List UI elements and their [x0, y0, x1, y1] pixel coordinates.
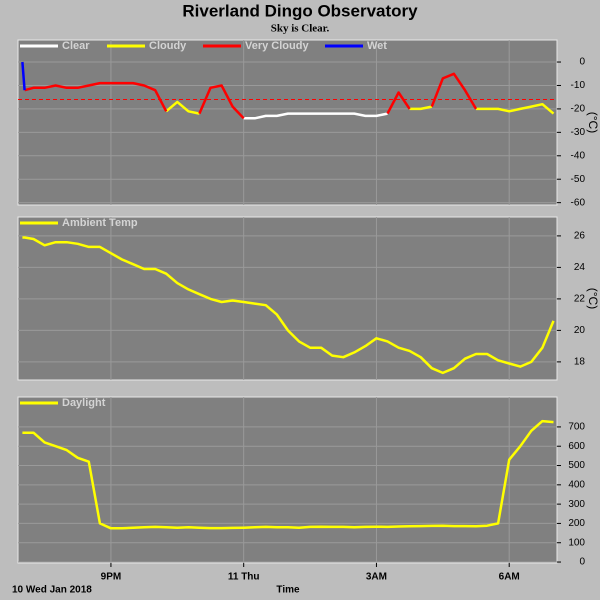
y-tick-label: -50: [571, 174, 586, 185]
plot-area: [17, 396, 558, 564]
y-tick-label: 300: [568, 499, 585, 510]
y-tick-label: -40: [571, 150, 586, 161]
y-tick-label: 200: [568, 518, 585, 529]
y-tick-label: -30: [571, 127, 586, 138]
data-line: [22, 236, 555, 375]
y-axis-label: (°C): [586, 288, 600, 309]
y-tick-label: 0: [579, 57, 585, 68]
x-tick-label: 11 Thu: [228, 572, 260, 583]
x-tick-label: 6AM: [499, 572, 520, 583]
chart-subtitle: Sky is Clear.: [271, 23, 330, 35]
y-axis-label: (°C): [586, 112, 600, 133]
y-tick-label: 400: [568, 479, 585, 490]
y-tick-label: -20: [571, 104, 586, 115]
data-line: [22, 419, 554, 530]
x-tick-label: 3AM: [366, 572, 387, 583]
legend-label: Cloudy: [149, 40, 187, 52]
legend-label: Daylight: [62, 397, 106, 409]
y-tick-label: 0: [579, 557, 585, 568]
y-tick-label: -60: [571, 197, 586, 208]
y-tick-label: -10: [571, 80, 586, 91]
data-line: [165, 100, 555, 115]
y-tick-label: 700: [568, 422, 585, 433]
x-axis-label: Time: [276, 585, 300, 596]
data-line: [243, 112, 388, 120]
y-tick-label: 600: [568, 441, 585, 452]
plot-area: [17, 39, 558, 206]
date-label: 10 Wed Jan 2018: [12, 585, 92, 596]
y-tick-label: 18: [574, 357, 586, 368]
y-tick-label: 22: [574, 294, 586, 305]
legend-label: Clear: [62, 40, 90, 52]
legend-label: Wet: [367, 40, 387, 52]
data-line: [24, 72, 478, 120]
y-tick-label: 26: [574, 231, 586, 242]
y-tick-label: 500: [568, 460, 585, 471]
y-tick-label: 100: [568, 537, 585, 548]
legend-label: Very Cloudy: [245, 40, 309, 52]
y-tick-label: 24: [574, 262, 586, 273]
data-line: [21, 61, 26, 91]
x-tick-label: 9PM: [101, 572, 122, 583]
chart-title: Riverland Dingo Observatory: [182, 1, 418, 20]
y-tick-label: 20: [574, 325, 586, 336]
legend-label: Ambient Temp: [62, 217, 138, 229]
